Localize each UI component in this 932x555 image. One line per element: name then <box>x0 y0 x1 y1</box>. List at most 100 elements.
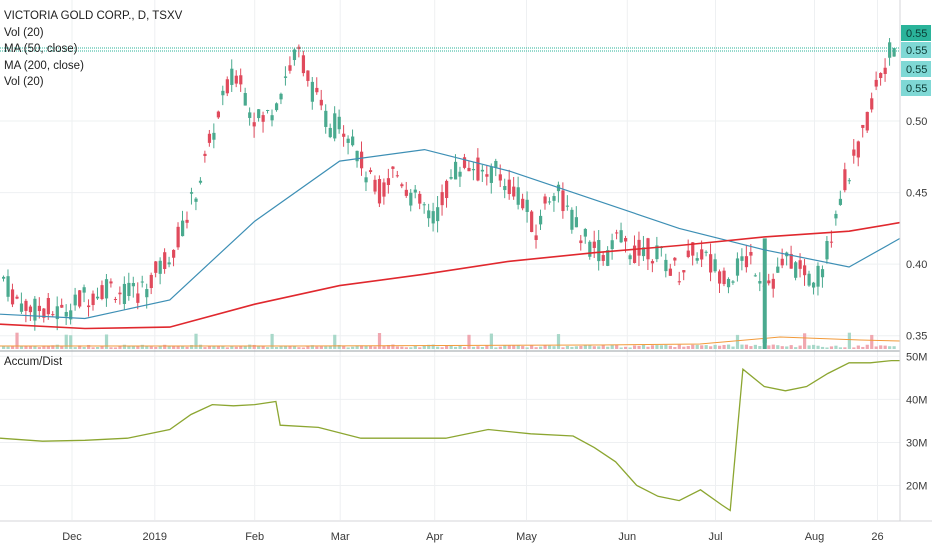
candle-body <box>225 79 229 94</box>
volume-bar <box>843 347 847 349</box>
volume-bar <box>297 347 301 349</box>
volume-bar <box>816 345 820 349</box>
candle-body <box>467 167 471 172</box>
volume-bar <box>351 346 355 349</box>
candle-body <box>306 70 310 81</box>
volume-bar <box>718 345 722 349</box>
candle-body <box>485 174 489 177</box>
volume-bar <box>373 346 377 349</box>
candle-body <box>333 113 337 139</box>
volume-bar <box>248 344 252 349</box>
candle-body <box>42 308 46 318</box>
legend-item-volume[interactable]: Vol (20) <box>4 26 44 39</box>
volume-bar <box>525 347 529 349</box>
candle-body <box>664 259 668 272</box>
time-tick-label: Dec <box>62 531 82 543</box>
volume-bar <box>485 345 489 349</box>
candle-body <box>592 241 596 248</box>
candle-body <box>395 175 399 177</box>
volume-bar <box>391 344 395 349</box>
candle-body <box>28 306 33 313</box>
volume-bar <box>597 346 601 349</box>
price-tag-3 <box>901 80 931 96</box>
legend-title: VICTORIA GOLD CORP., D, TSXV <box>4 10 183 22</box>
accum-dist-line <box>0 359 900 512</box>
candle-body <box>735 258 740 276</box>
candle-body <box>360 151 364 169</box>
volume-bar <box>203 347 207 349</box>
volume-bar <box>767 345 771 349</box>
candle-body <box>771 278 775 289</box>
volume-bar <box>46 346 50 349</box>
candle-body <box>744 256 749 268</box>
candle-body <box>807 273 811 286</box>
volume-bar <box>798 345 802 349</box>
candle-body <box>55 306 59 320</box>
candle-body <box>37 305 41 312</box>
candle-body <box>257 109 261 119</box>
candle-body <box>776 266 780 273</box>
volume-bar <box>713 344 717 349</box>
candle-body <box>686 250 690 257</box>
candle-body <box>207 133 212 143</box>
volume-bar <box>552 346 556 349</box>
candle-body <box>212 132 216 140</box>
ad-tick-label: 30M <box>906 437 927 449</box>
volume-bar <box>650 345 655 349</box>
volume-bar <box>28 346 33 349</box>
candle-body <box>615 232 619 234</box>
accum-dist-label[interactable]: Accum/Dist <box>4 356 63 368</box>
candle-body <box>597 240 601 262</box>
volume-bar <box>409 347 413 349</box>
candle-body <box>695 258 699 261</box>
candle-body <box>172 249 176 258</box>
volume-bar <box>695 344 699 349</box>
candle-body <box>458 171 462 177</box>
volume-bar <box>476 346 480 349</box>
volume-bar <box>498 346 502 349</box>
legend-item-volume-2[interactable]: Vol (20) <box>4 76 44 88</box>
volume-bar <box>87 344 91 349</box>
volume-bar <box>158 345 162 349</box>
candle-body <box>673 257 677 261</box>
candle-body <box>655 245 659 260</box>
volume-bar <box>333 334 337 349</box>
candle-body <box>700 249 704 260</box>
candle-body <box>874 79 878 87</box>
volume-bar <box>467 334 471 349</box>
candle-body <box>440 192 444 206</box>
volume-bar <box>780 346 784 349</box>
candle-body <box>462 157 467 168</box>
volume-bar <box>266 347 270 349</box>
candle-body <box>722 270 726 285</box>
candle-body <box>301 55 306 74</box>
candle-body <box>861 124 865 128</box>
volume-bar <box>292 346 297 349</box>
accum-dist-layer <box>0 359 900 512</box>
volume-bar <box>883 345 887 349</box>
volume-bar <box>874 346 878 349</box>
candle-body <box>579 240 583 244</box>
candle-body <box>838 198 843 205</box>
volume-bar <box>803 333 807 349</box>
candle-body <box>342 133 346 137</box>
candle-body <box>552 196 556 201</box>
candle-body <box>570 209 574 230</box>
legend-item-ma50[interactable]: MA (50, close) <box>4 43 78 55</box>
candle-body <box>422 204 426 206</box>
volume-bar <box>113 347 118 349</box>
candle-body <box>109 281 113 284</box>
volume-bar <box>530 345 534 349</box>
candle-body <box>431 211 435 224</box>
moving-average-layer <box>0 148 901 330</box>
candle-body <box>512 186 516 197</box>
candle-body <box>234 75 238 84</box>
candle-body <box>248 112 252 118</box>
candle-body <box>355 150 359 162</box>
volume-bar <box>154 346 158 349</box>
legend-item-ma200[interactable]: MA (200, close) <box>4 59 84 72</box>
volume-bar <box>471 346 476 349</box>
candle-body <box>149 274 153 289</box>
